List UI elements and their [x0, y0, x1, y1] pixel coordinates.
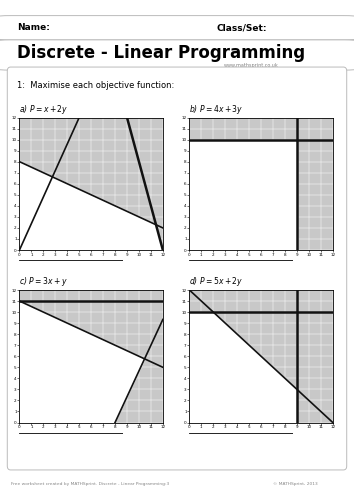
Polygon shape [19, 301, 145, 422]
Text: © MATHSprint, 2013: © MATHSprint, 2013 [273, 482, 317, 486]
FancyBboxPatch shape [7, 67, 347, 470]
Text: Free worksheet created by MATHSprint. Discrete - Linear Programming:3: Free worksheet created by MATHSprint. Di… [11, 482, 169, 486]
Text: www.mathsprint.co.uk: www.mathsprint.co.uk [224, 63, 278, 68]
Polygon shape [189, 312, 297, 422]
Text: 1:  Maximise each objective function:: 1: Maximise each objective function: [17, 81, 175, 90]
Text: Class/Set:: Class/Set: [217, 23, 267, 32]
Text: Name:: Name: [17, 23, 50, 32]
Text: Discrete - Linear Programming: Discrete - Linear Programming [17, 44, 306, 62]
FancyBboxPatch shape [0, 40, 354, 70]
Text: c) $P = 3x + y$: c) $P = 3x + y$ [19, 275, 68, 288]
Text: a) $P = x + 2y$: a) $P = x + 2y$ [19, 102, 69, 116]
Polygon shape [19, 162, 163, 250]
Text: b) $P = 4x + 3y$: b) $P = 4x + 3y$ [189, 102, 244, 116]
FancyBboxPatch shape [0, 16, 354, 40]
Text: d) $P = 5x + 2y$: d) $P = 5x + 2y$ [189, 275, 244, 288]
Polygon shape [189, 140, 297, 250]
